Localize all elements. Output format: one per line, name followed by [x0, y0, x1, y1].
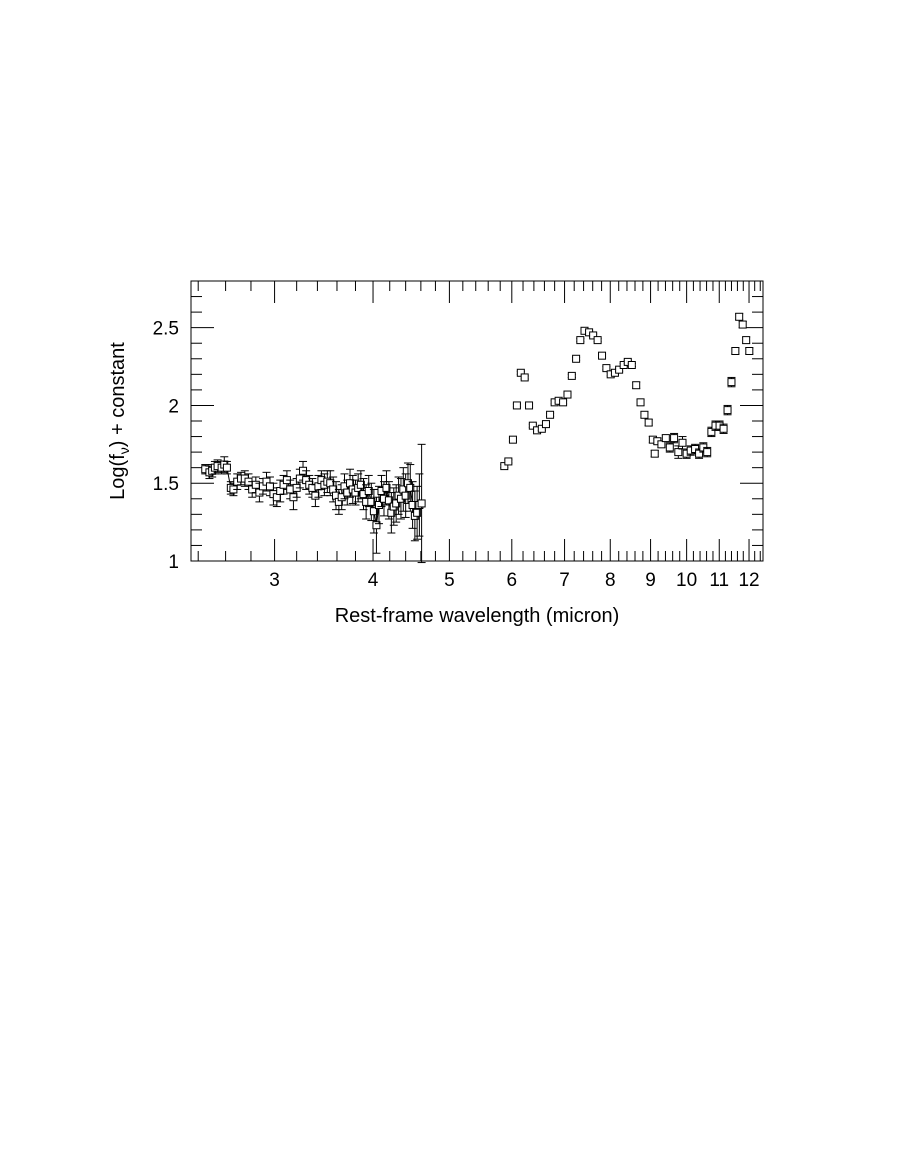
data-point: [559, 398, 568, 407]
data-point: [541, 420, 550, 429]
data-point: [367, 497, 376, 506]
data-point: [401, 491, 410, 500]
data-point: [265, 482, 274, 491]
data-point: [508, 435, 517, 444]
data-point: [222, 463, 231, 472]
y-axis-title-post: ) + constant: [107, 342, 129, 448]
x-axis-title: Rest-frame wavelength (micron): [335, 605, 620, 627]
data-point: [723, 406, 732, 415]
y-tick-label: 2.5: [153, 319, 179, 340]
data-point: [674, 448, 683, 457]
data-point: [636, 398, 645, 407]
data-point: [572, 354, 581, 363]
data-point: [512, 401, 521, 410]
data-point: [719, 424, 728, 433]
data-point: [392, 499, 401, 508]
x-tick-label: 11: [709, 570, 729, 591]
data-point: [598, 351, 607, 360]
data-point: [337, 493, 346, 502]
data-point: [311, 491, 320, 500]
data-point: [576, 336, 585, 345]
y-axis-title-sub: ν: [116, 447, 132, 454]
data-point: [665, 443, 674, 452]
data-point: [602, 364, 611, 373]
x-tick-label: 9: [645, 570, 656, 591]
data-point: [735, 312, 744, 321]
x-tick-label: 3: [269, 570, 280, 591]
data-point: [644, 418, 653, 427]
x-tick-label: 6: [507, 570, 518, 591]
data-point: [504, 457, 513, 466]
y-tick-label: 1: [168, 552, 179, 573]
y-tick-label: 1.5: [153, 474, 179, 495]
plot-frame: [190, 280, 764, 562]
data-point: [657, 440, 666, 449]
data-point: [528, 421, 537, 430]
data-point: [727, 378, 736, 387]
data-point: [567, 371, 576, 380]
y-tick-label: 2: [168, 396, 179, 417]
data-point: [251, 480, 260, 489]
data-point: [742, 336, 751, 345]
data-point: [537, 424, 546, 433]
data-point: [369, 507, 378, 516]
data-point: [406, 483, 415, 492]
data-point: [413, 508, 422, 517]
data-point: [731, 347, 740, 355]
data-point: [500, 462, 509, 471]
data-point: [650, 449, 659, 458]
data-point: [640, 410, 649, 419]
data-point: [738, 320, 747, 329]
data-point: [372, 521, 381, 530]
data-point: [678, 438, 687, 447]
series-1: [201, 443, 426, 564]
data-point: [593, 336, 602, 345]
data-point: [563, 390, 572, 399]
data-point: [703, 448, 712, 457]
x-tick-label: 7: [559, 570, 570, 591]
x-tick-label: 12: [738, 570, 759, 591]
x-tick-label: 4: [368, 570, 379, 591]
data-point: [695, 449, 704, 458]
data-point: [546, 410, 555, 419]
x-tick-label: 10: [676, 570, 697, 591]
data-point: [364, 487, 373, 495]
series-2: [500, 312, 754, 471]
data-point: [707, 427, 716, 436]
data-point: [670, 434, 679, 443]
x-tick-label: 5: [444, 570, 455, 591]
data-point: [627, 361, 636, 369]
data-point: [632, 381, 641, 390]
data-point: [745, 347, 754, 355]
x-tick-label: 8: [605, 570, 616, 591]
data-point: [286, 485, 295, 494]
data-point: [525, 401, 534, 410]
data-series: [201, 312, 754, 564]
data-point: [520, 373, 529, 382]
axis-ticks: [191, 281, 763, 561]
data-point: [589, 331, 598, 340]
data-point: [661, 434, 670, 443]
y-axis-title-pre: Log(f: [107, 454, 129, 500]
tick-labels: 1 1.5 2 2.5 3 4 5 6 7 8 9 10 11 12: [153, 319, 760, 591]
y-axis-title: Log(fν) + constant: [107, 342, 132, 500]
data-point: [615, 365, 624, 374]
data-point: [417, 499, 426, 508]
